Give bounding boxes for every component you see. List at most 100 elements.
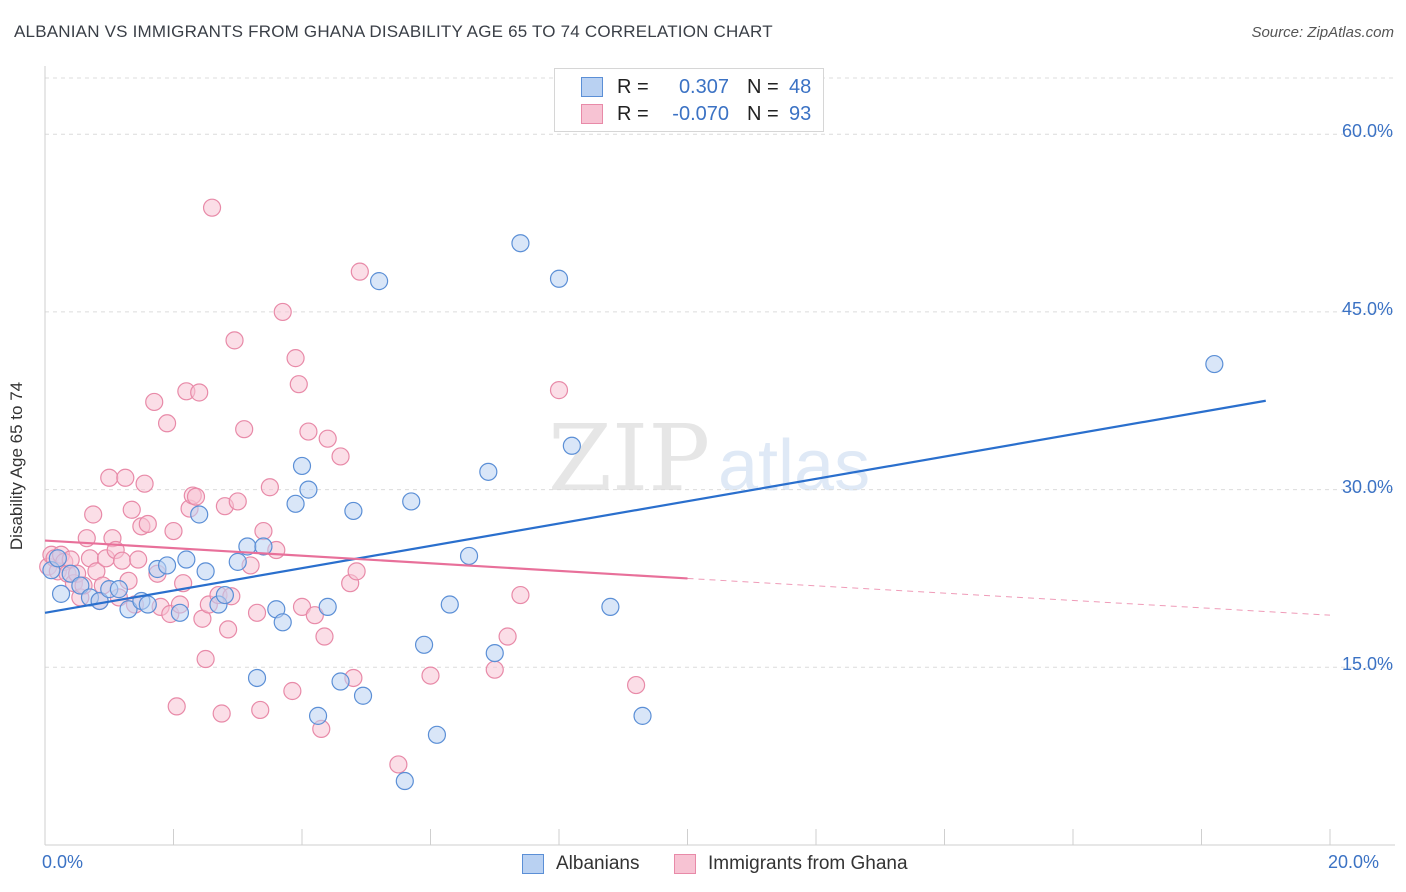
albanian-point xyxy=(247,668,267,688)
albanian-point xyxy=(273,613,292,632)
albanian-point xyxy=(51,584,71,603)
axes xyxy=(44,66,1395,846)
ghana-point xyxy=(225,331,244,350)
ghana-point xyxy=(186,487,206,506)
ghana-point xyxy=(315,627,334,646)
ghana-point xyxy=(498,627,517,646)
albanian-point xyxy=(414,635,434,654)
ghana-point xyxy=(129,550,148,569)
ghana-point xyxy=(251,700,270,720)
correlation-legend: R = 0.307 N = 48 R = -0.070 N = 93 xyxy=(554,68,824,132)
albanian-point xyxy=(170,603,190,622)
ghana-point xyxy=(289,375,308,394)
y-tick-label: 15.0% xyxy=(1341,654,1393,675)
ghana-point xyxy=(122,500,141,519)
legend-row-albanians: R = 0.307 N = 48 xyxy=(581,74,811,100)
ghana-point xyxy=(421,666,440,685)
ghana-point xyxy=(228,492,247,511)
ghana-point xyxy=(286,349,305,368)
y-tick-label: 30.0% xyxy=(1341,476,1393,497)
ghana-point xyxy=(112,551,132,570)
albanian-point xyxy=(318,597,337,616)
albanian-point xyxy=(331,672,350,691)
ghana-point xyxy=(135,474,154,493)
albanian-point xyxy=(286,494,305,513)
ghana-swatch xyxy=(581,104,603,124)
ghana-point xyxy=(549,381,569,400)
source-label: Source: ZipAtlas.com xyxy=(1251,24,1394,41)
albanian-point xyxy=(190,505,209,524)
ghana-point xyxy=(247,603,267,622)
chart-title: ALBANIAN VS IMMIGRANTS FROM GHANA DISABI… xyxy=(14,22,773,41)
ghana-point xyxy=(219,620,238,639)
albanian-point xyxy=(196,562,215,581)
ghana-point xyxy=(100,468,119,487)
watermark-atlas: atlas xyxy=(718,426,870,506)
albanian-point xyxy=(601,597,620,616)
ghana-point xyxy=(389,755,408,774)
y-tick-label: 45.0% xyxy=(1341,298,1393,319)
albanian-point xyxy=(215,585,234,605)
albanian-point xyxy=(485,643,504,663)
y-axis-label: Disability Age 65 to 74 xyxy=(7,381,26,551)
albanian-point xyxy=(157,556,177,575)
n-label: N = xyxy=(747,102,779,125)
ghana-swatch xyxy=(674,854,696,874)
albanian-point xyxy=(308,706,328,725)
ghana-point xyxy=(164,521,183,541)
ghana-point xyxy=(167,697,186,716)
ghana-point xyxy=(235,420,254,439)
r-label: R = xyxy=(617,75,649,98)
albanian-point xyxy=(109,580,128,599)
albanian-point xyxy=(440,595,459,614)
ghana-point xyxy=(485,660,504,679)
albanian-point xyxy=(61,564,80,583)
r-label: R = xyxy=(617,102,649,125)
albanian-point xyxy=(177,550,196,569)
ghana-point xyxy=(254,521,273,541)
ghana-trendline xyxy=(44,539,688,580)
ghana-point xyxy=(292,597,312,616)
ghana-point xyxy=(202,198,222,217)
r-value: -0.070 xyxy=(672,102,729,125)
ghana-point xyxy=(350,262,369,281)
ghana-point xyxy=(331,447,350,466)
albanian-point xyxy=(459,546,479,566)
albanian-points xyxy=(42,234,1224,791)
albanian-point xyxy=(562,436,581,455)
watermark-zip: ZIP xyxy=(548,405,710,512)
legend-ghana: Immigrants from Ghana xyxy=(674,852,908,876)
ghana-point xyxy=(299,422,318,441)
n-label: N = xyxy=(747,75,779,98)
x-tick-label-min: 0.0% xyxy=(42,852,84,872)
albanian-point xyxy=(292,456,312,476)
albanian-point xyxy=(299,480,318,499)
albanian-point xyxy=(427,725,447,744)
ghana-point xyxy=(138,514,157,534)
albanian-point xyxy=(549,269,569,288)
trendlines xyxy=(44,399,1331,616)
albanian-point xyxy=(119,600,138,619)
albanian-point xyxy=(344,501,363,521)
ghana-point xyxy=(318,429,337,448)
legend-albanians: Albanians xyxy=(522,852,639,876)
ghana-point xyxy=(347,562,366,581)
albanian-point xyxy=(395,771,414,791)
x-tick-label-max: 20.0% xyxy=(1328,852,1380,872)
ghana-point xyxy=(196,649,215,669)
albanian-swatch xyxy=(581,77,603,97)
albanian-point xyxy=(138,595,157,614)
legend-ghana-label: Immigrants from Ghana xyxy=(708,853,908,874)
albanian-point xyxy=(353,686,373,705)
albanian-point xyxy=(254,537,273,556)
albanian-point xyxy=(633,706,652,725)
n-value: 48 xyxy=(789,75,812,98)
albanian-point xyxy=(48,549,67,568)
albanian-point xyxy=(370,272,389,291)
y-tick-label: 60.0% xyxy=(1341,121,1393,142)
ghana-point xyxy=(273,302,292,322)
ghana-point xyxy=(190,383,209,402)
ghana-trendline-extension xyxy=(687,577,1331,616)
grid xyxy=(45,77,1395,668)
